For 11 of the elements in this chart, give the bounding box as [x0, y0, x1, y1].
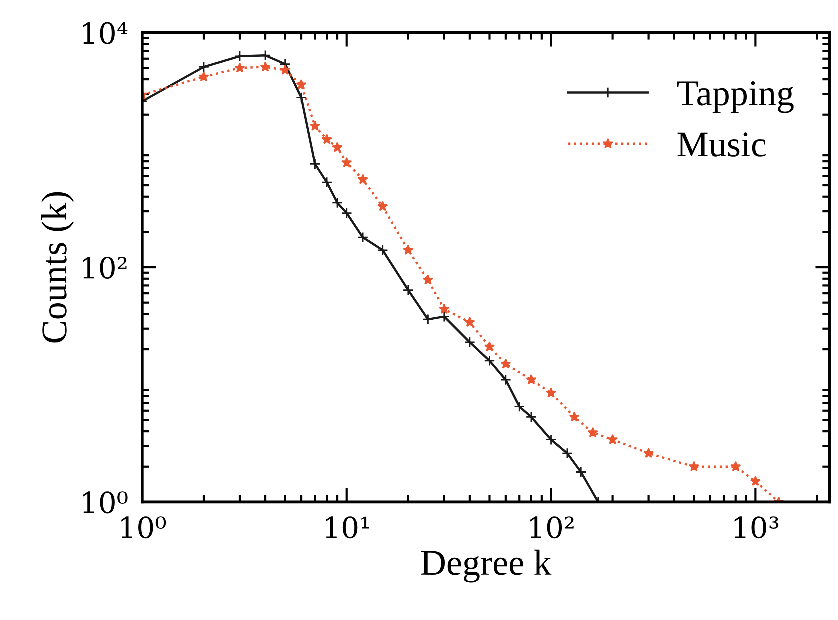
y-tick-label: 10⁰ [83, 492, 128, 514]
legend-label: Tapping [677, 82, 794, 114]
y-tick-label: 10² [83, 256, 127, 280]
x-tick-label: 10² [530, 516, 574, 539]
y-axis-title: Counts (k) [41, 192, 74, 343]
x-tick-label: 10¹ [326, 516, 370, 539]
x-tick-label: 10³ [734, 516, 779, 539]
legend-label: Music [678, 132, 766, 157]
y-tick-label: 10⁴ [83, 22, 128, 44]
x-axis-title: Degree k [421, 550, 552, 583]
x-tick-label: 10⁰ [122, 516, 166, 539]
